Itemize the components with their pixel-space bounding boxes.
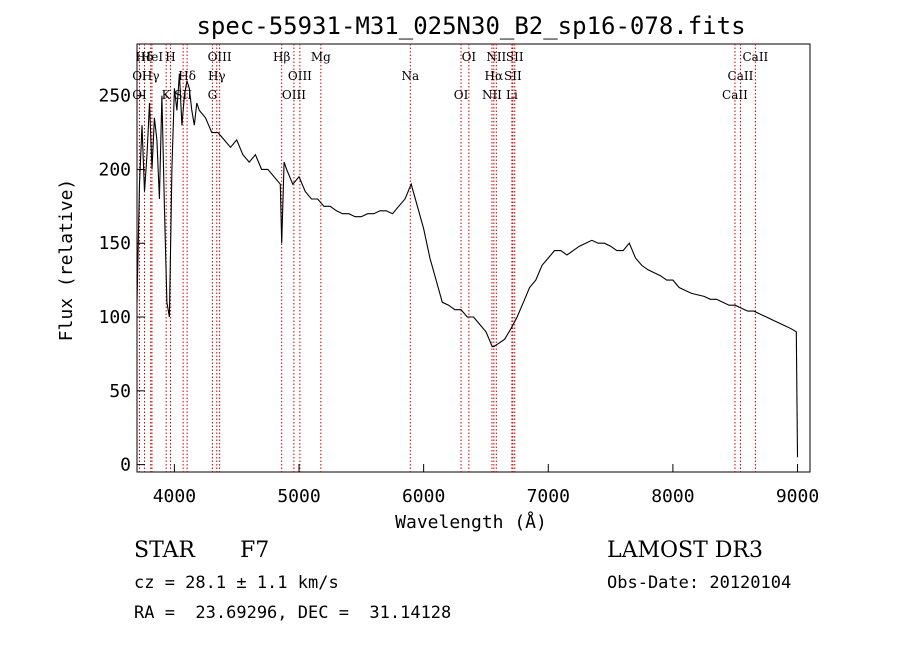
spectral-line-markers	[138, 44, 756, 472]
line-label-16: Na	[401, 69, 419, 83]
y-axis-ticks: 0 50 100 150 200 250	[98, 86, 145, 476]
line-label-9: OIII	[208, 50, 232, 64]
x-tick-label-2: 6000	[402, 486, 445, 507]
y-tick-label-0: 0	[120, 455, 131, 476]
plot-frame	[136, 43, 811, 473]
line-label-20: NII	[482, 88, 502, 102]
spectrum-line	[136, 73, 799, 458]
line-label-26: CaII	[722, 88, 748, 102]
chart-title: spec-55931-M31_025N30_B2_sp16-078.fits	[196, 12, 745, 40]
x-axis-label: Wavelength (Å)	[395, 511, 547, 533]
obs-date: Obs-Date: 20120104	[607, 573, 792, 593]
spectral-line-labels: HδOIOIHeIHγKHHδSIIOIIIHγGHβOIIIOIIIMgNaO…	[132, 50, 768, 102]
x-tick-label-5: 9000	[776, 486, 819, 507]
line-label-11: G	[208, 88, 218, 102]
line-label-27: CaII	[742, 50, 768, 64]
x-tick-label-1: 5000	[277, 486, 320, 507]
x-tick-label-3: 7000	[527, 486, 570, 507]
line-label-7: Hδ	[178, 69, 196, 83]
line-label-13: OIII	[288, 69, 312, 83]
line-label-10: Hγ	[208, 69, 226, 83]
line-label-3: HeI	[141, 50, 164, 64]
y-axis-label: Flux (relative)	[56, 179, 77, 342]
line-label-17: OI	[454, 88, 469, 102]
line-label-18: OI	[462, 50, 477, 64]
y-tick-label-1: 50	[109, 381, 131, 402]
line-label-1: OI	[132, 69, 147, 83]
line-label-24: SII	[506, 50, 524, 64]
line-label-14: OIII	[282, 88, 306, 102]
line-label-6: H	[165, 50, 175, 64]
line-label-21: NII	[486, 50, 506, 64]
survey-label: LAMOST DR3	[607, 538, 763, 563]
line-label-22: SII	[504, 69, 522, 83]
y-tick-label-2: 100	[98, 307, 131, 328]
line-label-0: Hδ	[136, 50, 154, 64]
x-tick-label-0: 4000	[153, 486, 196, 507]
line-label-8: SII	[174, 88, 192, 102]
line-label-19: Hα	[485, 69, 504, 83]
x-axis-ticks: 4000 5000 6000 7000 8000 9000	[153, 464, 819, 507]
line-label-2: OI	[132, 88, 147, 102]
line-label-23: Li	[506, 88, 518, 102]
spectrum-chart: spec-55931-M31_025N30_B2_sp16-078.fits H…	[56, 12, 819, 533]
line-label-15: Mg	[311, 50, 331, 64]
coordinates: RA = 23.69296, DEC = 31.14128	[134, 603, 452, 623]
y-tick-label-4: 200	[98, 159, 131, 180]
x-tick-label-4: 8000	[651, 486, 694, 507]
redshift-cz: cz = 28.1 ± 1.1 km/s	[134, 573, 339, 593]
y-tick-label-3: 150	[98, 233, 131, 254]
line-label-4: Hγ	[142, 69, 160, 83]
object-subclass: F7	[240, 538, 270, 563]
object-class: STAR	[134, 538, 195, 563]
line-label-12: Hβ	[273, 50, 290, 64]
y-tick-label-5: 250	[98, 86, 131, 107]
line-label-5: K	[162, 88, 172, 102]
line-label-25: CaII	[728, 69, 754, 83]
